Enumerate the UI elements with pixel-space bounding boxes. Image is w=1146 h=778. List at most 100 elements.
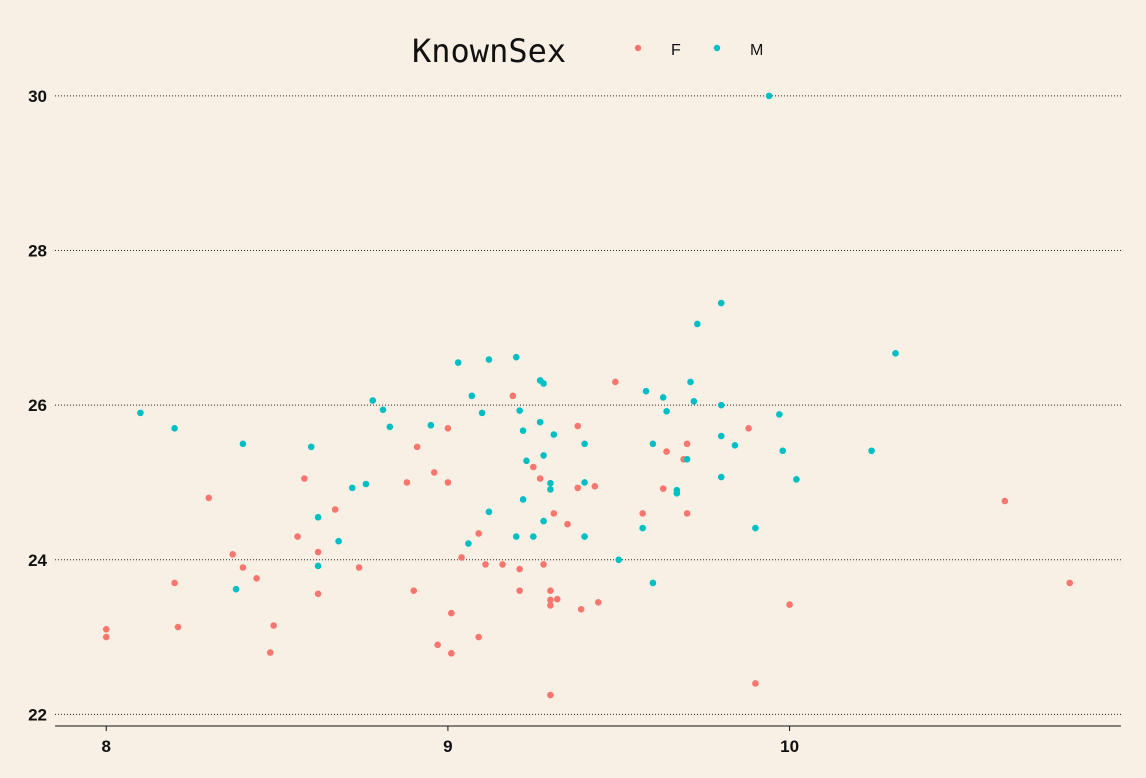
y-tick-label: 22 (28, 705, 47, 724)
point-f (547, 596, 554, 604)
point-m (550, 431, 558, 438)
legend: KnownSex F M (412, 32, 763, 70)
point-m (427, 421, 435, 429)
point-m (314, 513, 322, 521)
point-f (550, 510, 558, 517)
point-f (448, 650, 455, 657)
y-axis-ticks: 22 24 26 28 30 (28, 87, 47, 725)
point-m (516, 407, 523, 414)
point-m (137, 409, 144, 417)
legend-label-m: M (750, 42, 763, 59)
point-f (683, 510, 691, 517)
point-f (355, 564, 363, 571)
point-f (102, 626, 110, 633)
point-m (465, 540, 472, 547)
legend-key-m (713, 44, 721, 52)
point-m (547, 486, 554, 493)
point-m (717, 473, 725, 481)
point-f (659, 485, 667, 492)
point-m (581, 440, 588, 448)
point-m (530, 533, 537, 540)
gridlines (55, 95, 1121, 715)
point-m (694, 320, 701, 328)
point-f (314, 548, 322, 556)
point-m (512, 533, 520, 540)
point-f (663, 448, 670, 455)
point-f (536, 475, 544, 482)
point-f (516, 587, 523, 594)
point-m (639, 524, 646, 532)
point-f (430, 469, 438, 476)
legend-key-f (634, 44, 642, 52)
point-m (536, 418, 544, 426)
point-m (348, 484, 356, 492)
point-m (386, 423, 394, 431)
point-f (639, 510, 646, 517)
point-m (663, 408, 670, 415)
point-f (612, 378, 619, 386)
point-f (171, 579, 178, 587)
point-f (786, 601, 793, 608)
point-f (509, 392, 517, 400)
point-m (519, 496, 527, 503)
point-m (362, 480, 370, 488)
y-tick-label: 26 (28, 396, 47, 415)
point-f (540, 561, 547, 568)
point-f (458, 554, 465, 561)
point-m (379, 406, 387, 414)
point-m (776, 411, 783, 418)
point-f (448, 609, 455, 617)
y-tick-label: 24 (28, 551, 47, 570)
legend-label-f: F (671, 42, 681, 59)
x-axis: 8 9 10 (55, 725, 1121, 756)
x-tick-label: 9 (443, 737, 452, 756)
point-m (485, 356, 493, 363)
point-m (540, 452, 547, 459)
point-m (892, 350, 899, 357)
point-m (485, 508, 493, 516)
point-m (540, 380, 547, 387)
point-m (731, 442, 739, 449)
point-f (564, 520, 571, 528)
point-m (581, 533, 588, 540)
point-m (454, 359, 462, 366)
point-m (314, 562, 322, 570)
point-m (649, 440, 657, 448)
point-f (102, 633, 110, 641)
point-m (540, 517, 547, 525)
point-f (574, 484, 582, 492)
point-m (868, 447, 875, 455)
point-f (1066, 579, 1074, 587)
point-f (331, 506, 339, 513)
point-m (690, 397, 698, 405)
point-m (519, 427, 527, 434)
point-f (752, 680, 759, 687)
point-f (229, 551, 236, 558)
y-tick-label: 30 (28, 87, 47, 106)
point-f (434, 641, 441, 649)
point-f (239, 564, 247, 571)
point-f (574, 422, 582, 430)
point-f (253, 575, 260, 582)
point-m (369, 397, 377, 404)
point-f (745, 425, 752, 432)
point-m (232, 585, 240, 593)
point-f (314, 590, 322, 598)
point-f (205, 494, 213, 502)
point-f (294, 533, 301, 540)
point-f (270, 622, 277, 629)
point-f (410, 587, 418, 594)
point-m (779, 447, 787, 455)
point-m (512, 353, 520, 361)
point-f (403, 479, 411, 486)
point-m (752, 524, 759, 532)
point-f (444, 479, 452, 486)
point-m (683, 455, 691, 463)
legend-title: KnownSex (412, 32, 566, 70)
point-m (649, 579, 657, 587)
point-m (239, 440, 247, 448)
x-tick-label: 10 (780, 737, 799, 756)
point-m (307, 443, 315, 451)
point-f (174, 623, 182, 631)
